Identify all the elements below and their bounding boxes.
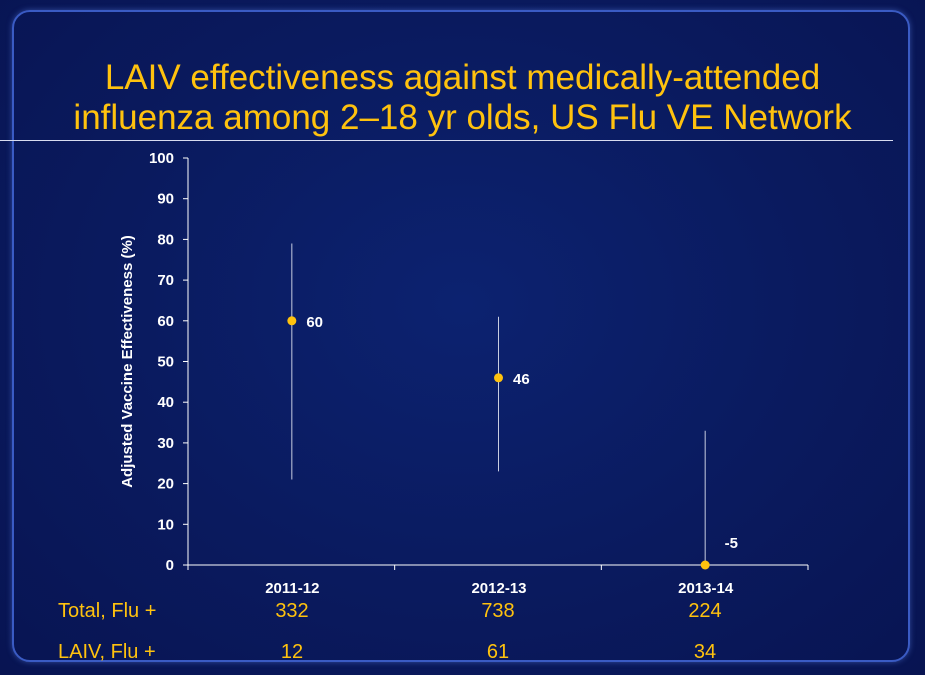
total-value-2011-12: 332	[275, 600, 309, 622]
y-tick-label: 100	[149, 150, 174, 167]
y-tick-label: 0	[166, 557, 174, 574]
data-label: 60	[306, 314, 323, 331]
row-label-total: Total, Flu +	[58, 600, 157, 622]
slide-title: LAIV effectiveness against medically-att…	[20, 58, 905, 138]
total-value-2012-13: 738	[481, 600, 515, 622]
title-line-2: influenza among 2–18 yr olds, US Flu VE …	[73, 98, 852, 137]
y-tick-label: 40	[157, 394, 174, 411]
title-divider	[0, 140, 893, 141]
y-tick-label: 10	[157, 516, 174, 533]
data-point	[700, 560, 710, 570]
x-tick-label: 2013-14	[678, 580, 734, 597]
y-tick-label: 20	[157, 476, 174, 493]
y-tick-label: 90	[157, 191, 174, 208]
y-tick-label: 60	[157, 313, 174, 330]
data-label: -5	[725, 535, 738, 552]
x-tick-label: 2011-12	[265, 580, 319, 597]
y-tick-label: 70	[157, 272, 174, 289]
data-label: 46	[513, 371, 530, 388]
laiv-value-2013-14: 34	[693, 641, 717, 663]
data-point	[494, 373, 503, 383]
total-value-2013-14: 224	[688, 600, 722, 622]
y-tick-label: 80	[157, 231, 174, 248]
y-axis-title: Adjusted Vaccine Effectiveness (%)	[119, 235, 136, 488]
laiv-value-2012-13: 61	[486, 641, 510, 663]
laiv-value-2011-12: 12	[280, 641, 304, 663]
slide-frame	[12, 10, 910, 662]
x-tick-label: 2012-13	[471, 580, 526, 597]
y-tick-label: 50	[157, 354, 174, 371]
y-tick-label: 30	[157, 435, 174, 452]
row-label-laiv: LAIV, Flu +	[58, 641, 156, 663]
title-line-1: LAIV effectiveness against medically-att…	[104, 58, 821, 97]
data-point	[287, 316, 297, 326]
